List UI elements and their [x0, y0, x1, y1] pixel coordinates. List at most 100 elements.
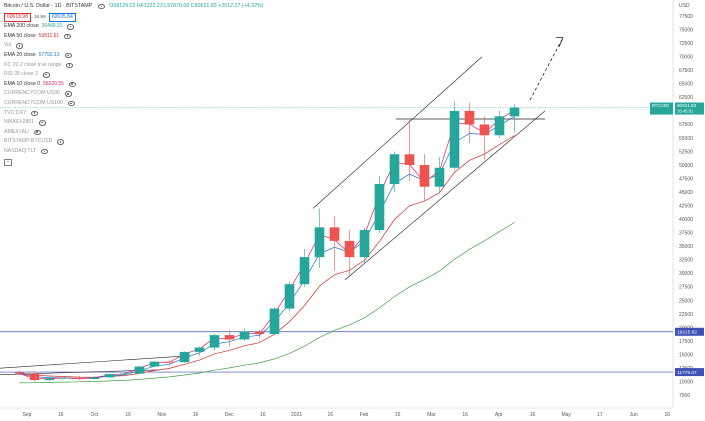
arrow-head-icon [555, 36, 564, 48]
legend-item[interactable]: AMEX:IAU [4, 128, 264, 138]
level-tag-bg [675, 327, 704, 336]
legend-item-label: TVC:DXY [4, 109, 27, 116]
candle[interactable] [179, 351, 190, 363]
price-tag-countdown: 16:45:01 [677, 109, 694, 114]
candle[interactable] [164, 360, 175, 366]
eye-icon[interactable] [64, 91, 72, 97]
candle[interactable] [314, 208, 325, 268]
legend-item[interactable]: CURRENCYCOM:US100 [4, 99, 264, 109]
candle[interactable] [239, 328, 250, 342]
eye-icon[interactable] [64, 33, 72, 40]
level-tag-value: 19215.62 [677, 330, 697, 336]
candle[interactable] [299, 249, 310, 287]
candle[interactable] [224, 330, 235, 347]
candle[interactable] [134, 365, 145, 375]
legend-item[interactable]: CURRENCYCOM:US30 [4, 89, 264, 99]
level-tag-value: 11775.07 [677, 370, 697, 376]
collapse-legend-icon[interactable] [4, 158, 12, 166]
eye-icon[interactable] [16, 43, 24, 49]
legend-item[interactable]: KC 20 2 close true range [4, 61, 264, 71]
candle[interactable] [389, 151, 400, 193]
eye-icon[interactable] [33, 129, 41, 136]
legend-item[interactable]: EMA 10 close 0 58220.55 [4, 80, 264, 90]
legend-item[interactable]: TVC:DXY [4, 109, 264, 119]
x-tick-label: 16 [58, 412, 64, 418]
candle[interactable] [404, 120, 415, 182]
candle[interactable] [434, 156, 445, 193]
legend-item[interactable]: NIKKEI:2801 [4, 118, 264, 128]
eye-icon[interactable] [42, 72, 50, 78]
eye-icon[interactable] [31, 110, 39, 117]
bid-price[interactable]: 60618.98 [4, 12, 31, 22]
candle[interactable] [254, 329, 265, 339]
eye-icon[interactable] [67, 101, 75, 107]
candle-body [44, 378, 55, 381]
eye-icon[interactable] [98, 4, 106, 10]
candle[interactable] [149, 361, 160, 368]
candle-body [194, 347, 205, 352]
spread-value: 16.86 [33, 14, 46, 20]
legend-item[interactable]: EMA 20 close 57792.13 [4, 51, 264, 61]
candle[interactable] [269, 306, 280, 335]
candle[interactable] [74, 375, 85, 381]
legend-item[interactable]: EMA 200 close 36468.31 [4, 22, 264, 32]
channel-lower-line[interactable] [344, 110, 546, 281]
eye-icon[interactable] [39, 120, 46, 126]
y-tick-label: 30000 [679, 271, 693, 277]
candle[interactable] [419, 154, 430, 201]
legend-item[interactable]: Vol [4, 41, 264, 51]
eye-icon[interactable] [57, 139, 65, 145]
candle[interactable] [89, 376, 100, 380]
eye-icon[interactable] [68, 81, 76, 88]
trend-line[interactable] [0, 355, 191, 369]
candle[interactable] [464, 102, 475, 144]
legend-item[interactable]: NASDAQ:TLT [4, 147, 264, 157]
eye-icon[interactable] [66, 62, 74, 69]
projection-arrow-line[interactable] [529, 39, 563, 101]
legend-item-label: BITSTAMP:BTCUSD [4, 138, 53, 145]
legend-item-label: Vol [4, 42, 12, 49]
y-tick-label: 75000 [679, 27, 693, 33]
candle[interactable] [194, 346, 205, 356]
candle[interactable] [359, 227, 370, 263]
candle[interactable] [284, 281, 295, 312]
channel-upper-line[interactable] [312, 56, 483, 209]
candle[interactable] [59, 376, 70, 379]
candle[interactable] [509, 104, 520, 133]
candle-body [119, 373, 130, 375]
candle[interactable] [374, 175, 385, 233]
ask-price[interactable]: 60635.84 [48, 12, 76, 22]
level-price-tag[interactable]: 11775.07 [675, 368, 704, 377]
legend-item-label: EMA 10 close 0 [4, 80, 41, 87]
y-tick-label: 45000 [679, 190, 693, 196]
legend-item[interactable]: EMA 50 close 53811.61 [4, 32, 264, 42]
candle[interactable] [479, 116, 490, 160]
level-price-tag[interactable]: 19215.62 [675, 327, 704, 336]
legend-item[interactable]: BITSTAMP:BTCUSD [4, 137, 264, 147]
eye-icon[interactable] [41, 149, 49, 155]
legend-item[interactable]: RSI 35 close 2 [4, 70, 264, 80]
indicator-list: EMA 200 close 36468.31 EMA 50 close 53811.6… [4, 22, 264, 156]
candle[interactable] [449, 101, 460, 171]
candle[interactable] [29, 373, 40, 382]
y-tick-label: 17500 [679, 339, 693, 345]
x-tick-label: Feb [360, 412, 369, 418]
candle[interactable] [104, 373, 115, 378]
candle[interactable] [329, 216, 340, 271]
x-tick-label: Oct [91, 412, 99, 418]
candle[interactable] [344, 230, 355, 277]
y-tick-label: 15000 [679, 352, 693, 358]
y-tick-label: 37500 [679, 231, 693, 237]
legend-item-label: CURRENCYCOM:US100 [4, 99, 63, 106]
candle[interactable] [14, 370, 25, 376]
eye-icon[interactable] [64, 53, 72, 59]
y-tick-label: 55000 [679, 136, 693, 142]
candle[interactable] [119, 371, 130, 376]
symbol-title[interactable]: Bitcoin / U.S. Dollar · 1D · BITSTAMP [4, 3, 93, 9]
candle[interactable] [209, 334, 220, 351]
eye-icon[interactable] [67, 24, 75, 30]
candle[interactable] [494, 110, 505, 138]
candle[interactable] [44, 377, 55, 382]
